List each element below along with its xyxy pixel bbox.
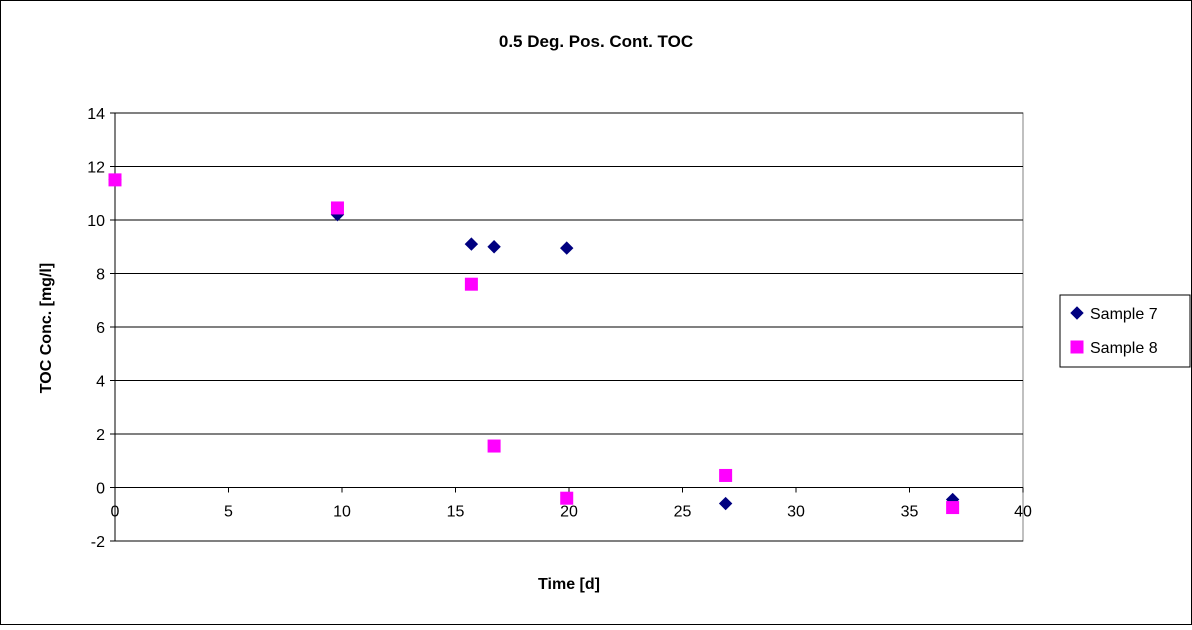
- x-tick-label: 10: [333, 504, 351, 521]
- y-tick-label: 0: [96, 481, 105, 498]
- y-tick-label: 2: [96, 427, 105, 444]
- sample-8-point: [719, 468, 733, 482]
- sample-7-point: [718, 496, 733, 511]
- sample-8-point: [946, 501, 960, 515]
- sample-7-point: [560, 241, 574, 255]
- sample-8-point: [560, 491, 574, 505]
- legend-diamond-marker: [1070, 306, 1084, 320]
- x-axis-label: Time [d]: [538, 576, 600, 593]
- y-tick-label: 10: [87, 213, 105, 230]
- sample-8-point: [487, 439, 501, 453]
- y-tick-label: 14: [87, 106, 105, 123]
- legend-label: Sample 7: [1090, 306, 1158, 323]
- y-axis-label: TOC Conc. [mg/l]: [38, 263, 55, 393]
- legend-box: [1059, 294, 1191, 368]
- legend-label: Sample 8: [1090, 340, 1158, 357]
- legend-square-marker: [1070, 340, 1084, 354]
- x-tick-label: 30: [787, 504, 805, 521]
- y-tick-label: -2: [91, 534, 105, 551]
- legend-items: Sample 7 Sample 8: [1070, 306, 1158, 357]
- y-tick-label: 8: [96, 267, 105, 284]
- sample-8-point: [464, 277, 478, 291]
- legend: Sample 7 Sample 8: [1059, 294, 1191, 368]
- sample-7-point: [487, 240, 501, 254]
- x-tick-label: 15: [447, 504, 465, 521]
- sample-8-point: [108, 173, 122, 187]
- y-tick-label: 6: [96, 320, 105, 337]
- x-tick-label: 25: [674, 504, 692, 521]
- x-tick-label: 35: [901, 504, 919, 521]
- x-tick-label: 40: [1014, 504, 1032, 521]
- sample-7-point: [464, 237, 479, 251]
- chart-title: 0.5 Deg. Pos. Cont. TOC: [499, 32, 693, 51]
- sample-8-point: [330, 201, 344, 215]
- x-tick-label: 5: [224, 504, 233, 521]
- data-points: [108, 173, 960, 515]
- y-tick-label: 12: [87, 160, 105, 177]
- x-tick-label: 20: [560, 504, 578, 521]
- x-tick-label: 0: [111, 504, 120, 521]
- y-tick-label: 4: [96, 374, 105, 391]
